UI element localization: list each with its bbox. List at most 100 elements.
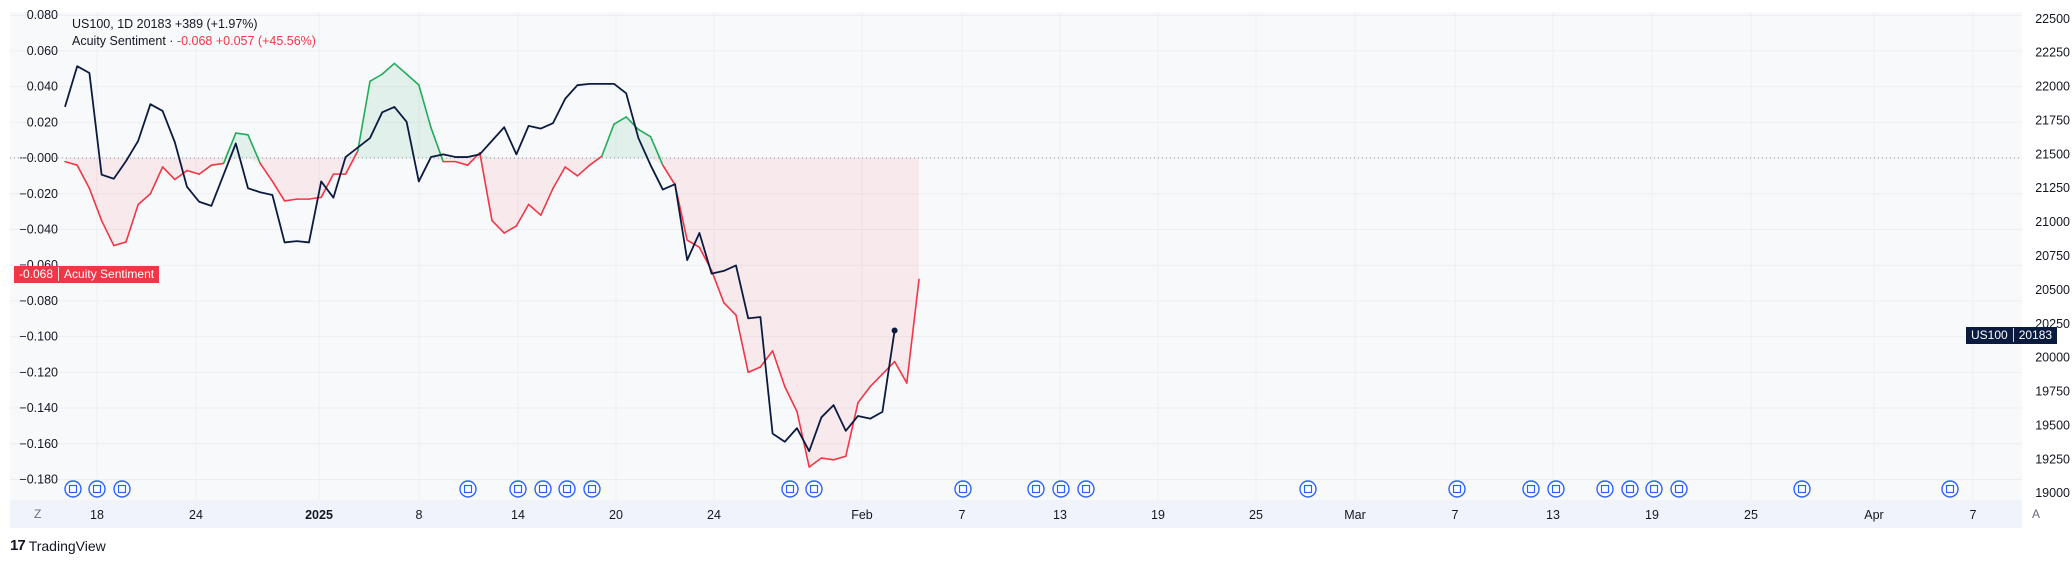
event-icon[interactable] [509,480,527,498]
sentiment-line-segment [149,166,164,195]
sentiment-line-segment [393,62,408,75]
us100-last-point [891,327,898,334]
sentiment-line-segment [869,373,884,388]
sentiment-line-segment [893,360,908,384]
auto-scale-z-button[interactable]: Z [34,507,41,521]
legend-indicator-row: Acuity Sentiment · -0.068 +0.057 (+45.56… [72,33,316,50]
brand-text: TradingView [28,537,106,554]
y-left-tick-label: −0.080 [19,294,58,308]
time-axis-background [10,500,2022,528]
event-icon[interactable] [1596,480,1614,498]
legend-symbol[interactable]: US100 [72,17,111,31]
y-left-tick-label: −0.120 [19,365,58,379]
legend-timeframe[interactable]: 1D [117,17,134,31]
event-icon[interactable] [1027,480,1045,498]
x-tick-label: Feb [851,508,873,522]
x-tick-label: 7 [959,508,966,522]
x-tick-label: 14 [511,508,525,522]
x-tick-label: 8 [416,508,423,522]
x-tick-label: 7 [1452,508,1459,522]
y-right-tick-label: 20750 [2035,249,2070,263]
sentiment-line-segment [271,180,286,202]
sentiment-value-tag: -0.068 Acuity Sentiment [14,266,160,283]
event-icon[interactable] [1448,480,1466,498]
price-tag: US100 20183 [1966,327,2058,344]
sentiment-line-segment [905,278,920,384]
sentiment-line-segment [491,219,506,234]
event-icon[interactable] [1645,480,1663,498]
sentiment-line-segment [369,73,384,83]
sentiment-line-segment [759,350,774,368]
sentiment-line-segment [844,401,859,458]
sentiment-line-segment [405,73,420,86]
y-right-tick-label: 19750 [2035,385,2070,399]
event-icon[interactable] [558,480,576,498]
sentiment-line-segment [235,132,249,136]
x-tick-label: 13 [1546,508,1560,522]
a-label: A [2032,507,2041,521]
event-icon[interactable] [583,480,601,498]
sentiment-line-segment [113,241,127,247]
event-icon[interactable] [534,480,552,498]
event-icon[interactable] [954,480,972,498]
auto-scale-a-button[interactable]: A [2032,507,2040,521]
event-icon[interactable] [64,480,82,498]
sentiment-line-segment [710,269,725,304]
y-right-tick-label: 22500 [2035,12,2070,26]
grid [10,12,2022,500]
x-tick-label: 2025 [305,508,333,522]
y-left-tick-label: −0.100 [19,330,58,344]
sentiment-line-segment [283,198,298,202]
y-left-tick-label: 0.020 [27,115,58,129]
y-left-tick-label: 0.040 [27,80,58,94]
sentiment-line-segment [552,166,567,190]
x-tick-label: 25 [1744,508,1758,522]
sentiment-line-segment [771,350,786,388]
y-right-tick-label: 21250 [2035,181,2070,195]
tradingview-logo[interactable]: 17 TradingView [10,537,106,554]
sentiment-line-segment [564,166,579,177]
x-tick-label: 25 [1249,508,1263,522]
event-icon[interactable] [1299,480,1317,498]
sentiment-line-segment [661,164,676,186]
event-icon[interactable] [1670,480,1688,498]
event-icon[interactable] [781,480,799,498]
sentiment-line-segment [686,239,701,249]
event-icon[interactable] [1621,480,1639,498]
event-icon[interactable] [1052,480,1070,498]
event-icon[interactable] [1547,480,1565,498]
y-left-tick-label: −0.020 [19,187,58,201]
sentiment-line-segment [503,225,518,234]
price-tag-value: 20183 [2018,328,2053,342]
sentiment-line-segment [381,62,396,75]
legend-main-row: US100, 1D 20183 +389 (+1.97%) [72,17,258,31]
sentiment-line-segment [820,457,835,461]
sentiment-line-segment [722,301,737,316]
event-icon[interactable] [459,480,477,498]
price-tag-symbol: US100 [1966,328,2014,342]
plot-background [10,12,2022,500]
sentiment-line-segment [808,457,823,468]
event-icon[interactable] [1077,480,1095,498]
sentiment-line-segment [649,135,664,167]
y-left-tick-label: −0.160 [19,437,58,451]
sentiment-line-segment [783,385,798,413]
event-icon[interactable] [805,480,823,498]
x-tick-label: Mar [1344,508,1366,522]
x-tick-label: 18 [90,508,104,522]
sentiment-negative-area [65,158,919,467]
y-left-tick-label: −0.180 [19,472,58,486]
x-tick-label: 13 [1053,508,1067,522]
sentiment-line-segment [613,116,628,125]
legend-indicator-name[interactable]: Acuity Sentiment [72,34,166,48]
event-icon[interactable] [1941,480,1959,498]
y-right-tick-label: 19250 [2035,452,2070,466]
sentiment-line-segment [539,187,554,216]
event-icon[interactable] [113,480,131,498]
event-icon[interactable] [1793,480,1811,498]
sentiment-line-segment [247,134,262,165]
sentiment-line-segment [137,192,152,206]
event-icon[interactable] [88,480,106,498]
event-icon[interactable] [1522,480,1540,498]
